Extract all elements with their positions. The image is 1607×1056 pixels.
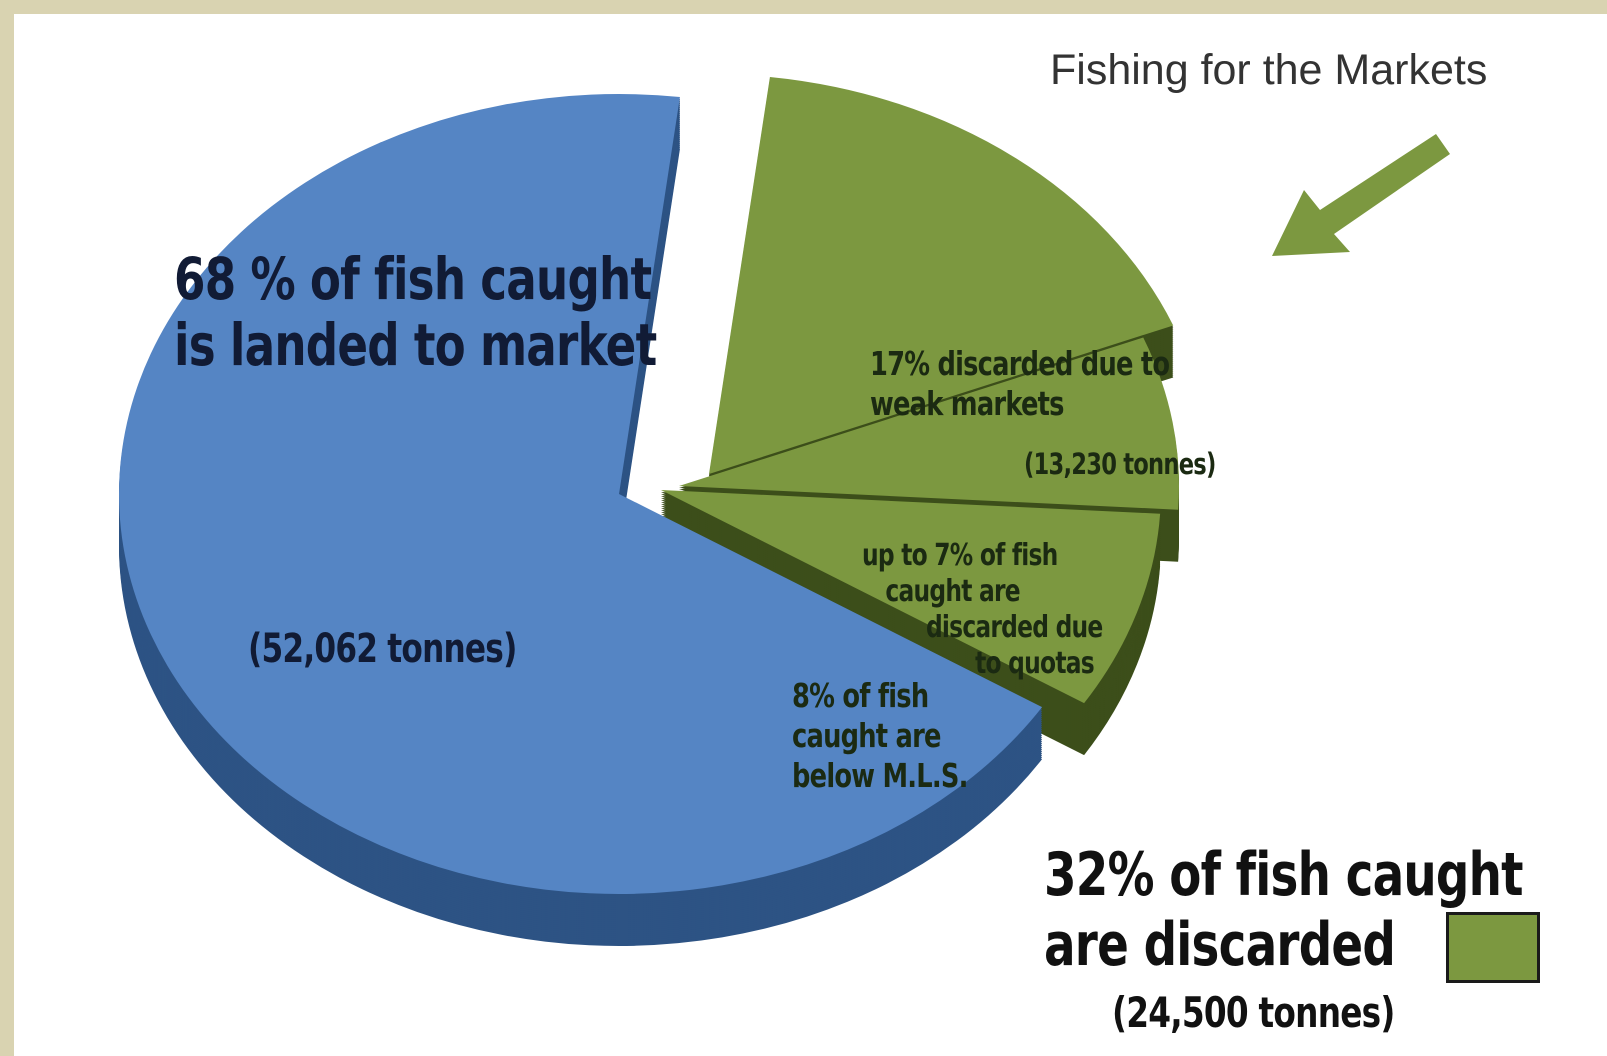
slice-label-quotas-a: up to 7% of fish caught are discarded du… xyxy=(862,538,1103,682)
summary-line1: 32% of fish caught xyxy=(1044,840,1524,910)
slice-label-quotas-line1: up to 7% of fish xyxy=(862,538,1058,573)
slice-label-mls-line1: 8% of fish xyxy=(792,676,929,715)
pie-slice-weak-markets xyxy=(709,76,1174,526)
slice-label-landed-line1: 68 % of fish caught xyxy=(174,245,652,313)
pie-slice-quotas-top xyxy=(679,337,1179,510)
slice-label-weak-markets: 17% discarded due to weak markets xyxy=(870,344,1170,424)
slice-label-landed-line2: is landed to market xyxy=(174,311,657,379)
summary-tonnes: (24,500 tonnes) xyxy=(1112,988,1395,1037)
legend-swatch-discarded xyxy=(1446,912,1540,983)
slice-label-weak-line1: 17% discarded due to xyxy=(870,344,1170,383)
slice-label-quotas-line3: discarded due xyxy=(925,610,1103,645)
slice-label-quotas-line2: caught are xyxy=(885,574,1020,609)
summary-label: 32% of fish caught are discarded xyxy=(1044,840,1524,980)
pie-slice-mls-top xyxy=(661,490,1161,704)
chart-title: Fishing for the Markets xyxy=(1050,46,1488,94)
slice-tonnes-weak-markets: (13,230 tonnes) xyxy=(1024,447,1216,481)
slice-label-mls: 8% of fish caught are below M.L.S. xyxy=(792,676,968,796)
arrow-pointing-down-left-icon xyxy=(1272,134,1450,256)
slice-label-quotas-line4: to quotas xyxy=(975,646,1095,681)
summary-line2: are discarded xyxy=(1044,910,1396,980)
slice-label-weak-line2: weak markets xyxy=(870,384,1064,423)
chart-canvas: Fishing for the Markets 68 % of fish cau… xyxy=(14,14,1607,1056)
pie-slice-landed-top xyxy=(118,93,1043,895)
slice-tonnes-landed: (52,062 tonnes) xyxy=(248,626,517,672)
slice-label-mls-line3: below M.L.S. xyxy=(792,756,968,795)
slice-label-mls-line2: caught are xyxy=(792,716,941,755)
pie-slice-weak-markets-top xyxy=(709,76,1174,474)
pie-slice-landed xyxy=(118,93,1043,946)
pie-chart xyxy=(118,76,1450,946)
slice-label-landed: 68 % of fish caught is landed to market xyxy=(174,245,657,379)
